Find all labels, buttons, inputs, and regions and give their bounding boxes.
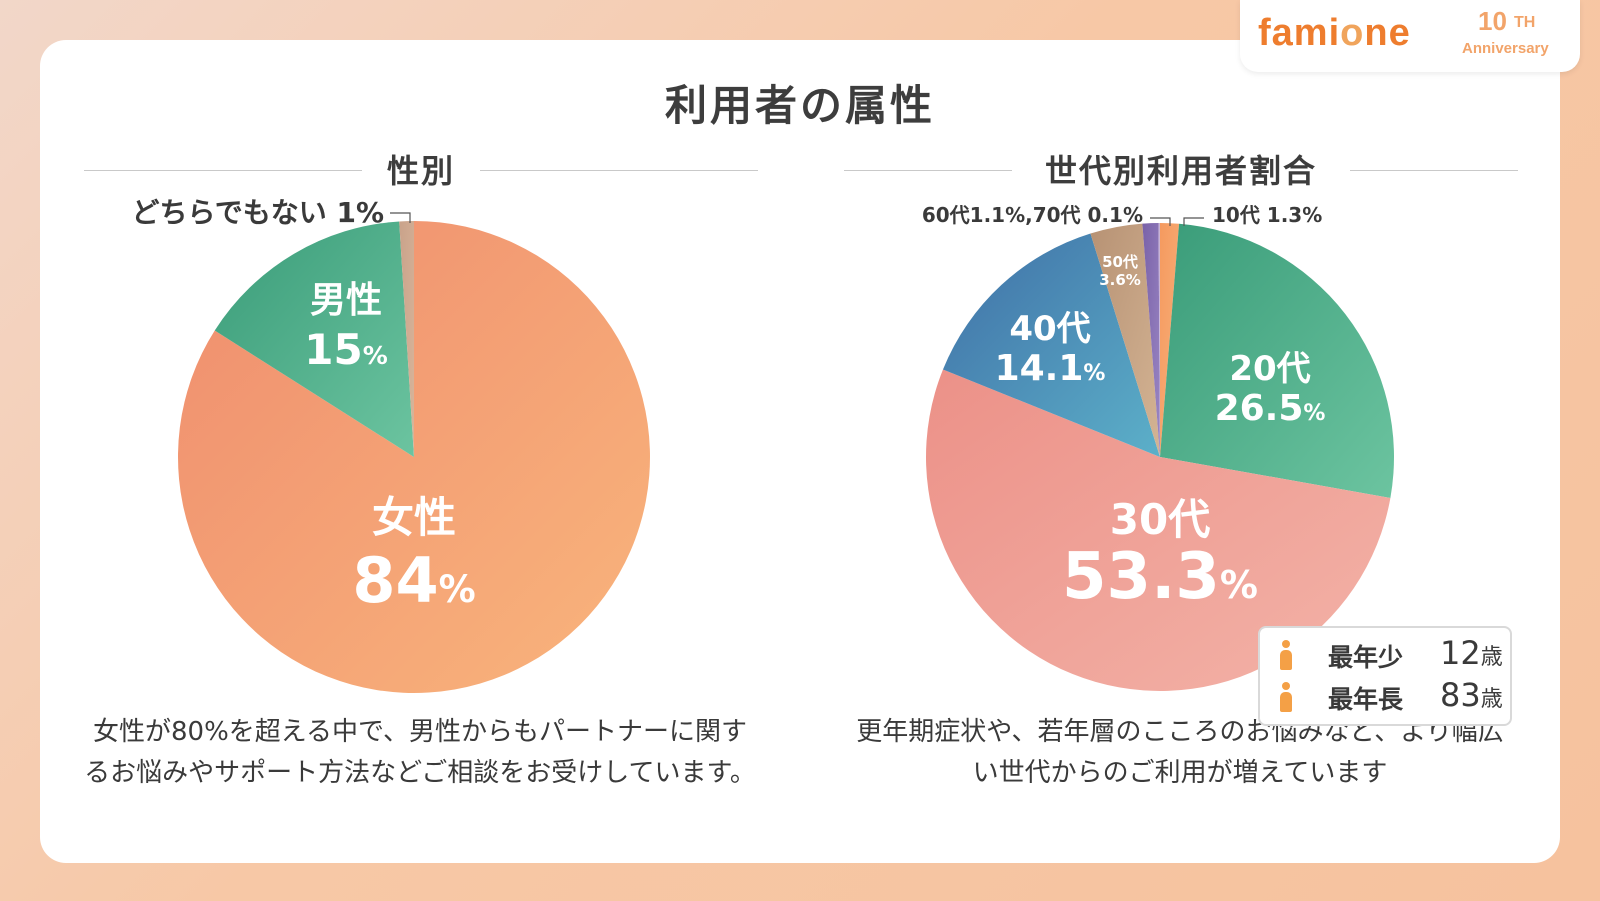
age-slice-4 (1090, 223, 1160, 457)
gender-caption: 女性が80%を超える中で、男性からもパートナーに関す るお悩みやサポート方法など… (70, 712, 770, 794)
brand-logo: famione 10 TH Anniversary (1240, 0, 1580, 72)
age-section-title: 世代別利用者割合 (1044, 152, 1317, 190)
youngest-label: 最年少 (1328, 643, 1404, 672)
age50-percent: 3.6% (1099, 271, 1141, 289)
youngest-value: 12歳 (1440, 634, 1503, 672)
age-range-box: 最年少 12歳 最年長 83歳 (1258, 626, 1512, 726)
person-icon (1280, 682, 1292, 712)
oldest-value: 83歳 (1440, 676, 1503, 714)
age-slice-1 (1160, 223, 1394, 498)
age-slice-6 (1158, 223, 1160, 457)
age10-leader-line (1183, 217, 1204, 226)
gender-title-rule-left (84, 170, 362, 171)
female-percent: 84% (352, 544, 475, 617)
other-label: どちらでもない 1% (132, 196, 384, 229)
age-title-rule-right (1350, 170, 1518, 171)
gender-slice-2 (399, 221, 414, 457)
age40-percent: 14.1% (995, 348, 1106, 389)
age40-label: 40代 (1009, 309, 1090, 349)
age-title-rule-left (844, 170, 1012, 171)
youngest-row: 最年少 12歳 (1260, 634, 1510, 674)
age-caption-line2: い世代からのご利用が増えています (972, 758, 1388, 788)
gender-title-rule-right (480, 170, 758, 171)
age-pie-chart (926, 223, 1394, 691)
anniversary-suffix: TH (1514, 14, 1536, 31)
age20-percent: 26.5% (1215, 388, 1326, 429)
age60-70-label: 60代1.1%,70代 0.1% (922, 203, 1143, 227)
gender-pie-chart (177, 221, 651, 693)
gender-caption-line1: 女性が80%を超える中で、男性からもパートナーに関す (93, 717, 747, 747)
age-slice-0 (1160, 223, 1180, 457)
anniversary-word: Anniversary (1462, 40, 1549, 57)
oldest-label: 最年長 (1328, 685, 1404, 714)
female-label: 女性 (372, 493, 456, 542)
age10-label: 10代 1.3% (1212, 203, 1322, 227)
male-label: 男性 (310, 280, 382, 321)
age30-percent: 53.3% (1062, 540, 1258, 614)
gender-section-title: 性別 (386, 152, 455, 190)
oldest-row: 最年長 83歳 (1260, 676, 1510, 716)
age30-label: 30代 (1110, 495, 1210, 544)
brand-wordmark: famione (1258, 12, 1411, 54)
gender-caption-line2: るお悩みやサポート方法などご相談をお受けしています。 (84, 758, 756, 788)
age-slice-3 (942, 233, 1160, 457)
other-leader-line (390, 212, 411, 223)
age60-leader-line (1150, 217, 1171, 226)
age20-label: 20代 (1229, 349, 1310, 389)
gender-slice-0 (177, 221, 651, 693)
age-slice-2 (926, 369, 1391, 691)
gender-slice-1 (214, 221, 414, 457)
male-percent: 15% (304, 325, 388, 374)
page-title: 利用者の属性 (664, 81, 935, 130)
anniversary-number: 10 (1478, 6, 1507, 36)
age50-label: 50代 (1102, 253, 1138, 271)
age-slice-5 (1142, 223, 1160, 457)
person-icon (1280, 640, 1292, 670)
